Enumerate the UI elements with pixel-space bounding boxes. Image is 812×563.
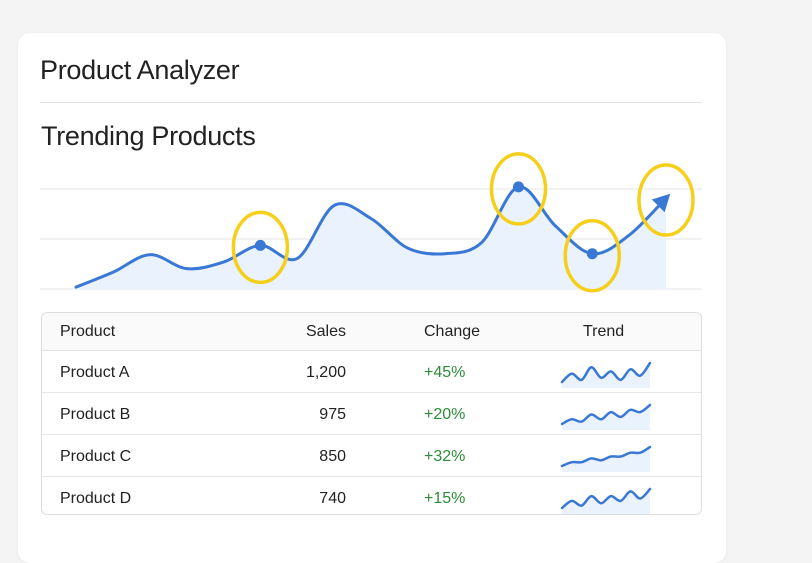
- header-sales[interactable]: Sales: [305, 323, 346, 340]
- sparkline-line: [560, 445, 652, 468]
- trend-chart: [40, 152, 702, 293]
- product-name: Product C: [60, 448, 132, 465]
- app-title: Product Analyzer: [40, 55, 240, 85]
- product-name: Product B: [60, 406, 131, 423]
- sales-value: 975: [319, 406, 346, 423]
- highlight-circle: [563, 218, 621, 293]
- product-name: Product A: [60, 364, 130, 381]
- change-value: +32%: [424, 448, 466, 465]
- change-value: +20%: [424, 406, 466, 423]
- header-change[interactable]: Change: [424, 323, 481, 340]
- data-point-marker: [586, 248, 598, 260]
- product-analyzer-card: Product Analyzer Trending Products Produ…: [18, 33, 726, 563]
- data-point-marker: [254, 239, 266, 251]
- sparkline-fill: [562, 405, 650, 430]
- header-product[interactable]: Product: [60, 323, 116, 340]
- table-row[interactable]: Product D 740 +15%: [42, 477, 701, 514]
- sales-value: 740: [319, 490, 346, 507]
- table-row[interactable]: Product B 975 +20%: [42, 393, 701, 435]
- products-table: Product Sales Change Trend Product A 1,2…: [41, 312, 702, 515]
- header-trend[interactable]: Trend: [583, 323, 625, 340]
- table-header: Product Sales Change Trend: [42, 313, 701, 351]
- highlight-circle: [637, 163, 695, 237]
- section-title: Trending Products: [41, 121, 256, 151]
- highlight-circle: [489, 152, 548, 226]
- trend-sparkline: [560, 487, 652, 514]
- table-row[interactable]: Product C 850 +32%: [42, 435, 701, 477]
- data-point-marker: [513, 181, 524, 193]
- sparkline-line: [560, 403, 652, 426]
- arrow-head-icon: [651, 193, 671, 213]
- change-value: +15%: [424, 490, 466, 507]
- sparkline-line: [560, 487, 652, 510]
- trend-sparkline: [560, 361, 652, 388]
- change-value: +45%: [424, 364, 466, 381]
- sales-value: 850: [319, 448, 346, 465]
- trend-sparkline: [560, 445, 652, 472]
- table-row[interactable]: Product A 1,200 +45%: [42, 351, 701, 393]
- product-name: Product D: [60, 490, 132, 507]
- trend-sparkline: [560, 403, 652, 430]
- title-divider: [40, 102, 702, 103]
- sparkline-line: [560, 361, 652, 384]
- highlight-circle: [231, 210, 290, 285]
- sales-value: 1,200: [305, 364, 346, 381]
- chart-series-line: [74, 185, 668, 289]
- chart-area-fill: [76, 186, 666, 289]
